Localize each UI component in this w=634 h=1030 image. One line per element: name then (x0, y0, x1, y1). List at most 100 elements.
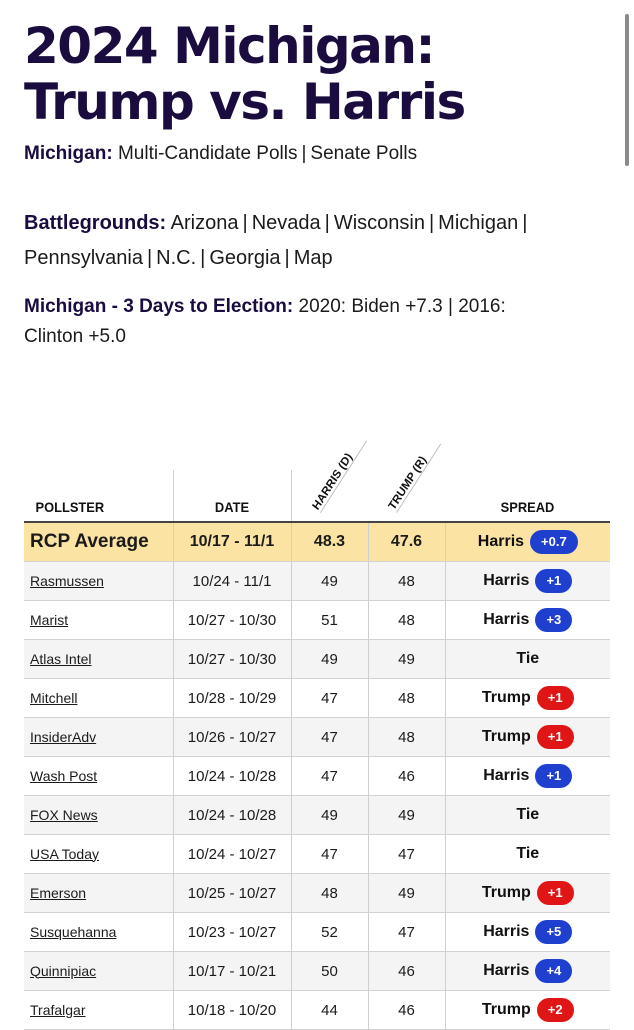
poll-pollster: InsiderAdv (24, 717, 173, 757)
poll-trump: 47 (367, 834, 445, 874)
link-multi-candidate-polls[interactable]: Multi-Candidate Polls (117, 143, 298, 164)
poll-harris: 47 (290, 678, 368, 718)
spread-margin-badge: +1 (535, 569, 573, 593)
link-nevada[interactable]: Nevada (251, 212, 321, 234)
poll-harris: 49 (290, 795, 368, 835)
link-nc[interactable]: N.C. (156, 247, 197, 269)
poll-harris: 49 (290, 561, 368, 601)
poll-harris: 47 (290, 717, 368, 757)
election-info-text-2: Clinton +5.0 (24, 326, 126, 347)
poll-date: 10/24 - 10/28 (172, 795, 291, 835)
scrollbar[interactable] (625, 14, 629, 166)
pollster-link[interactable]: Trafalgar (30, 1001, 86, 1018)
header-spread: SPREAD (451, 470, 604, 523)
table-row: Marist 10/27 - 10/30 51 48 Harris +3 (24, 600, 610, 640)
poll-date: 10/23 - 10/27 (172, 912, 291, 952)
spread-leader: Harris (483, 611, 530, 628)
poll-pollster: Wash Post (24, 756, 173, 796)
spread-leader: Harris (483, 923, 530, 940)
average-harris: 48.3 (290, 522, 368, 562)
average-spread: Harris +0.7 (444, 522, 610, 562)
election-info-line-1: Michigan - 3 Days to Election: 2020: Bid… (24, 296, 506, 318)
poll-harris: 50 (290, 951, 368, 991)
spread-margin-badge: +5 (535, 920, 573, 944)
poll-spread: Trump +1 (444, 717, 610, 757)
poll-spread: Harris +4 (444, 951, 610, 991)
pollster-link[interactable]: Rasmussen (30, 572, 104, 589)
link-wisconsin[interactable]: Wisconsin (333, 212, 425, 234)
pollster-link[interactable]: USA Today (30, 845, 100, 862)
title-line-2: Trump vs. Harris (24, 73, 466, 131)
page-title: 2024 Michigan: Trump vs. Harris (24, 17, 466, 131)
link-arizona[interactable]: Arizona (170, 212, 239, 234)
pollster-link[interactable]: Mitchell (30, 689, 78, 706)
pollster-link[interactable]: Emerson (30, 884, 87, 901)
poll-date: 10/24 - 11/1 (172, 561, 291, 601)
table-row: Atlas Intel 10/27 - 10/30 49 49 Tie (24, 639, 610, 679)
poll-trump: 49 (367, 873, 445, 913)
average-pollster: RCP Average (24, 522, 173, 562)
poll-pollster: Rasmussen (24, 561, 173, 601)
link-pennsylvania[interactable]: Pennsylvania (24, 247, 143, 269)
link-michigan[interactable]: Michigan (438, 212, 519, 234)
spread-margin-badge: +1 (536, 881, 574, 905)
poll-pollster: Trafalgar (24, 990, 173, 1030)
poll-pollster: Mitchell (24, 678, 173, 718)
spread-margin-badge: +2 (536, 998, 574, 1022)
poll-pollster: Emerson (24, 873, 173, 913)
pollster-link[interactable]: Susquehanna (30, 923, 117, 940)
poll-date: 10/24 - 10/28 (172, 756, 291, 796)
link-georgia[interactable]: Georgia (209, 247, 281, 269)
poll-trump: 46 (367, 990, 445, 1030)
spread-leader: Trump (481, 689, 531, 706)
link-map[interactable]: Map (293, 247, 333, 269)
rcp-average-row: RCP Average 10/17 - 11/1 48.3 47.6 Harri… (24, 522, 610, 562)
table-row: FOX News 10/24 - 10/28 49 49 Tie (24, 795, 610, 835)
poll-pollster: Marist (24, 600, 173, 640)
poll-date: 10/27 - 10/30 (172, 600, 291, 640)
pollster-link[interactable]: InsiderAdv (30, 728, 97, 745)
michigan-label: Michigan: (24, 143, 113, 164)
pollster-link[interactable]: Wash Post (30, 767, 98, 784)
poll-pollster: USA Today (24, 834, 173, 874)
spread-leader: Tie (516, 845, 540, 862)
poll-trump: 46 (367, 756, 445, 796)
election-info-text-1: 2020: Biden +7.3 | 2016: (298, 296, 506, 317)
poll-date: 10/27 - 10/30 (172, 639, 291, 679)
spread-leader: Trump (481, 728, 531, 745)
table-row: USA Today 10/24 - 10/27 47 47 Tie (24, 834, 610, 874)
pollster-link[interactable]: FOX News (30, 806, 98, 823)
spread-leader: Tie (516, 650, 540, 667)
poll-date: 10/25 - 10/27 (172, 873, 291, 913)
spread-margin-badge: +1 (536, 686, 574, 710)
poll-trump: 49 (367, 639, 445, 679)
table-row: Wash Post 10/24 - 10/28 47 46 Harris +1 (24, 756, 610, 796)
battlegrounds-row-1: Battlegrounds: Arizona | Nevada | Wisconsin |… (24, 212, 528, 234)
poll-trump: 48 (367, 678, 445, 718)
poll-spread: Tie (444, 834, 610, 874)
poll-trump: 47 (367, 912, 445, 952)
link-senate-polls[interactable]: Senate Polls (310, 143, 418, 164)
poll-harris: 47 (290, 756, 368, 796)
average-trump: 47.6 (367, 522, 445, 562)
header-trump-label: TRUMP (R) (385, 435, 442, 513)
spread-leader: Harris (483, 572, 530, 589)
spread-leader: Tie (516, 806, 540, 823)
pollster-link[interactable]: Marist (30, 611, 69, 628)
table-row: Susquehanna 10/23 - 10/27 52 47 Harris +5 (24, 912, 610, 952)
pollster-link[interactable]: Quinnipiac (30, 962, 97, 979)
poll-date: 10/26 - 10/27 (172, 717, 291, 757)
poll-harris: 52 (290, 912, 368, 952)
average-margin-badge: +0.7 (530, 530, 578, 554)
header-harris: HARRIS (D) (293, 432, 367, 523)
poll-spread: Harris +1 (444, 756, 610, 796)
pollster-link[interactable]: Atlas Intel (30, 650, 92, 667)
poll-harris: 44 (290, 990, 368, 1030)
poll-date: 10/28 - 10/29 (172, 678, 291, 718)
poll-harris: 51 (290, 600, 368, 640)
poll-spread: Trump +2 (444, 990, 610, 1030)
poll-spread: Harris +5 (444, 912, 610, 952)
title-line-1: 2024 Michigan: (24, 17, 435, 75)
header-trump: TRUMP (R) (371, 435, 442, 523)
header-date: DATE (177, 470, 287, 523)
